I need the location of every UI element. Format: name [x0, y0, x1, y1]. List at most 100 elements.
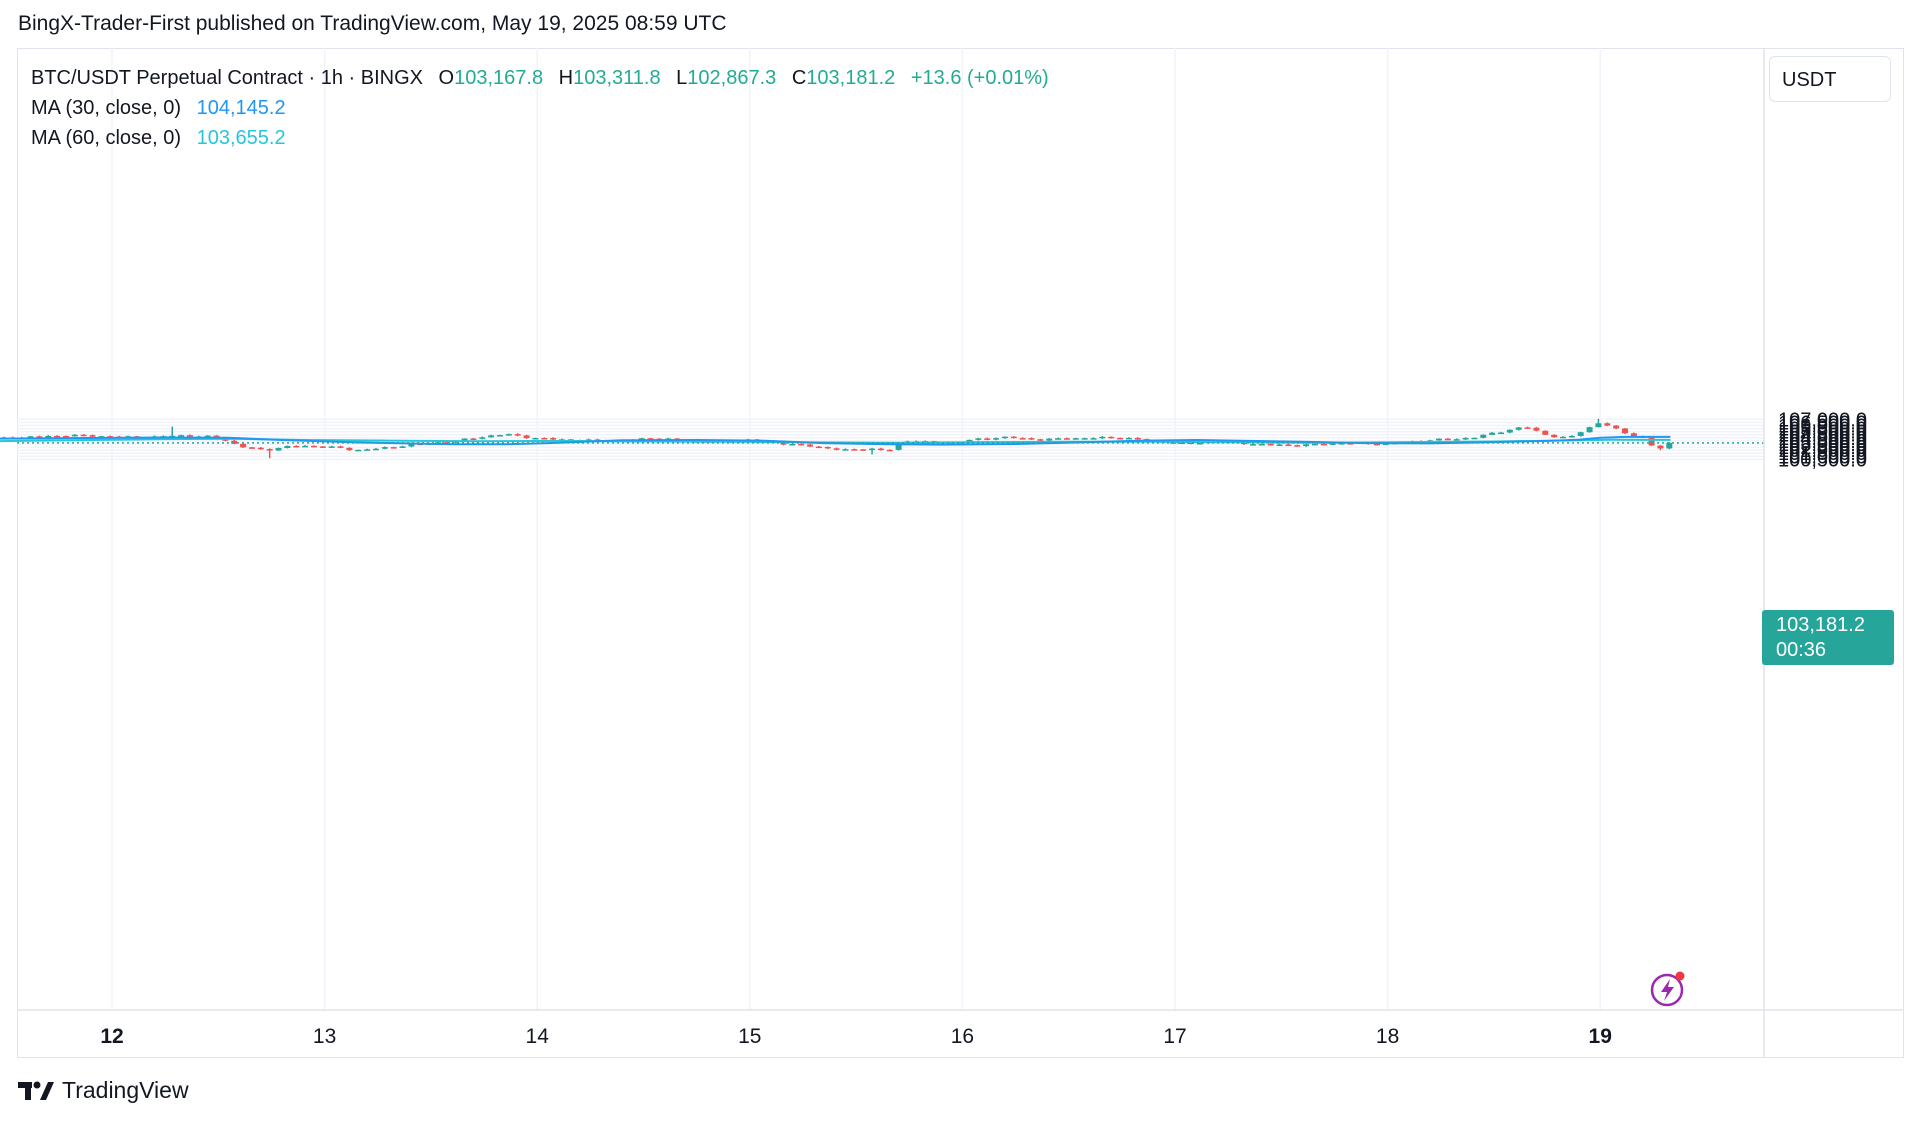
candle	[1568, 435, 1575, 438]
candle-body	[1506, 429, 1513, 433]
candle	[1666, 442, 1673, 450]
candle-body	[1010, 436, 1017, 439]
candle-body	[1462, 437, 1469, 440]
candle	[1294, 444, 1301, 447]
candle	[302, 445, 309, 448]
tradingview-logo-icon	[18, 1081, 54, 1100]
y-tick-label: 106,000.0	[1778, 415, 1867, 437]
y-tick-label: 101,500.0	[1778, 443, 1867, 465]
candle	[1613, 425, 1620, 430]
candle	[399, 445, 406, 449]
candle	[815, 446, 822, 449]
candle	[1249, 443, 1256, 446]
candle	[310, 445, 317, 448]
candle	[293, 445, 300, 448]
candle	[1444, 438, 1451, 441]
candle	[71, 434, 78, 437]
candle	[1108, 436, 1115, 439]
currency-selector[interactable]: USDT	[1769, 56, 1891, 102]
candle-body	[275, 448, 282, 451]
candle	[319, 446, 326, 448]
candle-body	[1134, 437, 1141, 440]
candle-body	[1311, 443, 1318, 446]
candle-body	[523, 435, 530, 439]
candle	[328, 445, 335, 448]
candle	[798, 443, 805, 446]
candle	[1471, 437, 1478, 440]
candle	[1489, 431, 1496, 436]
candle	[45, 435, 52, 438]
candle-body	[1480, 434, 1487, 438]
x-tick-label: 16	[951, 1025, 974, 1048]
candle-body	[1559, 436, 1566, 439]
candle-body	[975, 438, 982, 440]
candle	[505, 433, 512, 436]
y-tick-label: 101,000.0	[1778, 446, 1867, 468]
candle	[895, 444, 902, 451]
x-tick-label: 13	[313, 1025, 336, 1048]
x-tick-label: 12	[100, 1025, 123, 1048]
candle-body	[1489, 432, 1496, 435]
candle	[1648, 437, 1655, 446]
candle-body	[886, 449, 893, 452]
candle-body	[1303, 444, 1310, 447]
candle-body	[807, 444, 814, 447]
ma60-legend-row[interactable]: MA (60, close, 0) 103,655.2	[31, 123, 1049, 153]
candle	[1595, 418, 1602, 428]
candle	[824, 446, 831, 450]
y-tick-label: 107,000.0	[1778, 409, 1867, 431]
candle	[1657, 445, 1664, 451]
candle	[1303, 443, 1310, 447]
candle-body	[293, 445, 300, 448]
candle	[523, 434, 530, 439]
tradingview-logo[interactable]: TradingView	[18, 1077, 189, 1104]
bar-countdown: 00:36	[1776, 639, 1827, 661]
candle-body	[1630, 433, 1637, 437]
candle-body	[1577, 432, 1584, 436]
candle	[1125, 437, 1132, 440]
candle-body	[1285, 444, 1292, 447]
candle	[62, 435, 69, 438]
candle-body	[895, 444, 902, 450]
candle	[355, 449, 362, 452]
ohlc-legend-row: BTC/USDT Perpetual Contract · 1h · BINGX…	[31, 63, 1049, 93]
y-tick-label: 104,000.0	[1778, 428, 1867, 450]
candle	[1019, 437, 1026, 440]
candle-body	[1568, 435, 1575, 438]
candle-body	[1524, 427, 1531, 429]
candle-body	[257, 447, 264, 450]
low-value: 102,867.3	[687, 67, 777, 89]
candle-body	[1347, 443, 1354, 445]
x-tick-label: 17	[1163, 1025, 1186, 1048]
lightning-icon[interactable]	[1649, 968, 1689, 1008]
candle	[346, 447, 353, 451]
symbol-label[interactable]: BTC/USDT Perpetual Contract · 1h · BINGX	[31, 67, 423, 89]
candle-body	[390, 447, 397, 449]
y-tick-label: 100,500.0	[1778, 449, 1867, 471]
candle	[1001, 436, 1008, 439]
high-label: H	[558, 67, 574, 89]
candle	[1072, 437, 1079, 440]
candle-body	[461, 438, 468, 441]
candle	[1435, 438, 1442, 441]
candle-body	[789, 444, 796, 446]
candle-body	[248, 447, 255, 449]
candle	[479, 436, 486, 440]
candle-body	[178, 435, 185, 437]
candle	[993, 437, 1000, 441]
candle	[1134, 437, 1141, 440]
candle-body	[1196, 443, 1203, 445]
candle-body	[1622, 428, 1629, 434]
candle-body	[1604, 423, 1611, 426]
candle-body	[1001, 436, 1008, 439]
candle	[1099, 436, 1106, 439]
candle	[337, 445, 344, 449]
candle-body	[1294, 445, 1301, 447]
candle-body	[1586, 427, 1593, 433]
ma30-legend-row[interactable]: MA (30, close, 0) 104,145.2	[31, 93, 1049, 123]
candle	[1046, 438, 1053, 442]
candle	[550, 437, 557, 440]
candle-body	[1046, 438, 1053, 441]
candle-body	[488, 435, 495, 438]
